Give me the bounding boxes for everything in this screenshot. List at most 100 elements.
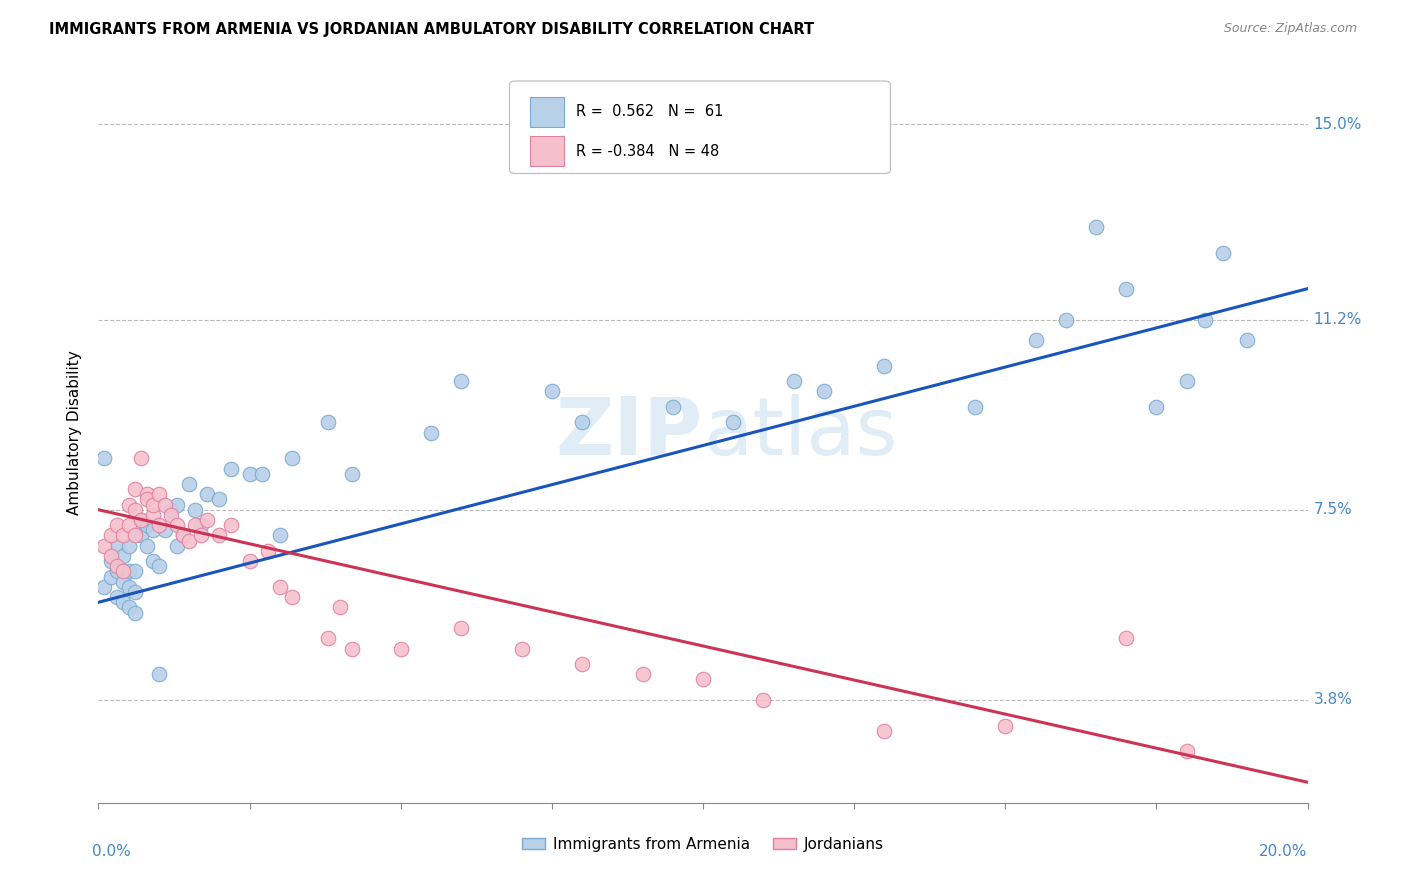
Point	[1175, 374, 1198, 388]
Text: 11.2%: 11.2%	[1313, 312, 1362, 327]
Point	[179, 477, 201, 491]
Point	[631, 667, 654, 681]
FancyBboxPatch shape	[509, 81, 890, 173]
Point	[239, 554, 262, 568]
Point	[93, 451, 115, 466]
Point	[118, 565, 141, 579]
Point	[100, 549, 122, 563]
Point	[1236, 333, 1258, 347]
Point	[1115, 632, 1137, 646]
Text: 7.5%: 7.5%	[1313, 502, 1353, 517]
Point	[148, 518, 170, 533]
Point	[342, 641, 364, 656]
Point	[221, 461, 243, 475]
Point	[160, 508, 183, 522]
Point	[172, 528, 194, 542]
Point	[873, 723, 896, 738]
Point	[142, 554, 165, 568]
Text: 3.8%: 3.8%	[1313, 692, 1353, 707]
Point	[256, 544, 278, 558]
Point	[1024, 333, 1046, 347]
Point	[118, 539, 141, 553]
Text: atlas: atlas	[703, 393, 897, 472]
Point	[813, 384, 835, 399]
Point	[166, 518, 188, 533]
Point	[105, 539, 128, 553]
Point	[239, 467, 262, 481]
Point	[105, 590, 128, 604]
Point	[142, 524, 165, 538]
FancyBboxPatch shape	[530, 97, 564, 127]
Point	[148, 667, 170, 681]
Point	[129, 451, 152, 466]
Point	[160, 502, 183, 516]
Point	[1054, 312, 1077, 326]
Point	[190, 518, 212, 533]
Point	[1144, 400, 1167, 414]
Point	[100, 554, 122, 568]
Point	[135, 487, 157, 501]
Point	[1212, 245, 1234, 260]
Point	[93, 580, 115, 594]
Point	[783, 374, 806, 388]
Point	[208, 528, 231, 542]
Point	[316, 632, 339, 646]
Point	[135, 518, 157, 533]
Point	[111, 574, 134, 589]
Legend: Immigrants from Armenia, Jordanians: Immigrants from Armenia, Jordanians	[516, 830, 890, 858]
Point	[93, 539, 115, 553]
Point	[208, 492, 231, 507]
Point	[269, 528, 291, 542]
Text: ZIP: ZIP	[555, 393, 703, 472]
Point	[124, 528, 146, 542]
Point	[281, 451, 304, 466]
Point	[1175, 744, 1198, 758]
Text: Source: ZipAtlas.com: Source: ZipAtlas.com	[1223, 22, 1357, 36]
Point	[281, 590, 304, 604]
Point	[389, 641, 412, 656]
Point	[269, 580, 291, 594]
Y-axis label: Ambulatory Disability: Ambulatory Disability	[67, 351, 83, 515]
Point	[195, 487, 218, 501]
Point	[111, 565, 134, 579]
Point	[195, 513, 218, 527]
Point	[420, 425, 443, 440]
Point	[124, 585, 146, 599]
Point	[153, 524, 176, 538]
Point	[221, 518, 243, 533]
Point	[124, 606, 146, 620]
Point	[1085, 219, 1108, 234]
Text: R = -0.384   N = 48: R = -0.384 N = 48	[576, 144, 720, 159]
Point	[124, 502, 146, 516]
Point	[450, 621, 472, 635]
Point	[135, 539, 157, 553]
Point	[142, 498, 165, 512]
Point	[105, 565, 128, 579]
Point	[118, 580, 141, 594]
Point	[129, 528, 152, 542]
Point	[450, 374, 472, 388]
Point	[105, 559, 128, 574]
Point	[250, 467, 273, 481]
Point	[129, 513, 152, 527]
Point	[661, 400, 683, 414]
Point	[994, 719, 1017, 733]
Text: IMMIGRANTS FROM ARMENIA VS JORDANIAN AMBULATORY DISABILITY CORRELATION CHART: IMMIGRANTS FROM ARMENIA VS JORDANIAN AMB…	[49, 22, 814, 37]
Point	[166, 539, 188, 553]
Point	[148, 559, 170, 574]
Point	[118, 600, 141, 615]
Point	[571, 415, 593, 429]
Point	[111, 528, 134, 542]
Point	[100, 569, 122, 583]
Point	[184, 502, 207, 516]
Text: 0.0%: 0.0%	[93, 844, 131, 859]
Point	[124, 565, 146, 579]
Point	[172, 528, 194, 542]
Point	[571, 657, 593, 671]
Point	[166, 498, 188, 512]
Point	[692, 673, 714, 687]
Text: 20.0%: 20.0%	[1260, 844, 1308, 859]
Point	[342, 467, 364, 481]
Point	[148, 487, 170, 501]
Point	[111, 549, 134, 563]
